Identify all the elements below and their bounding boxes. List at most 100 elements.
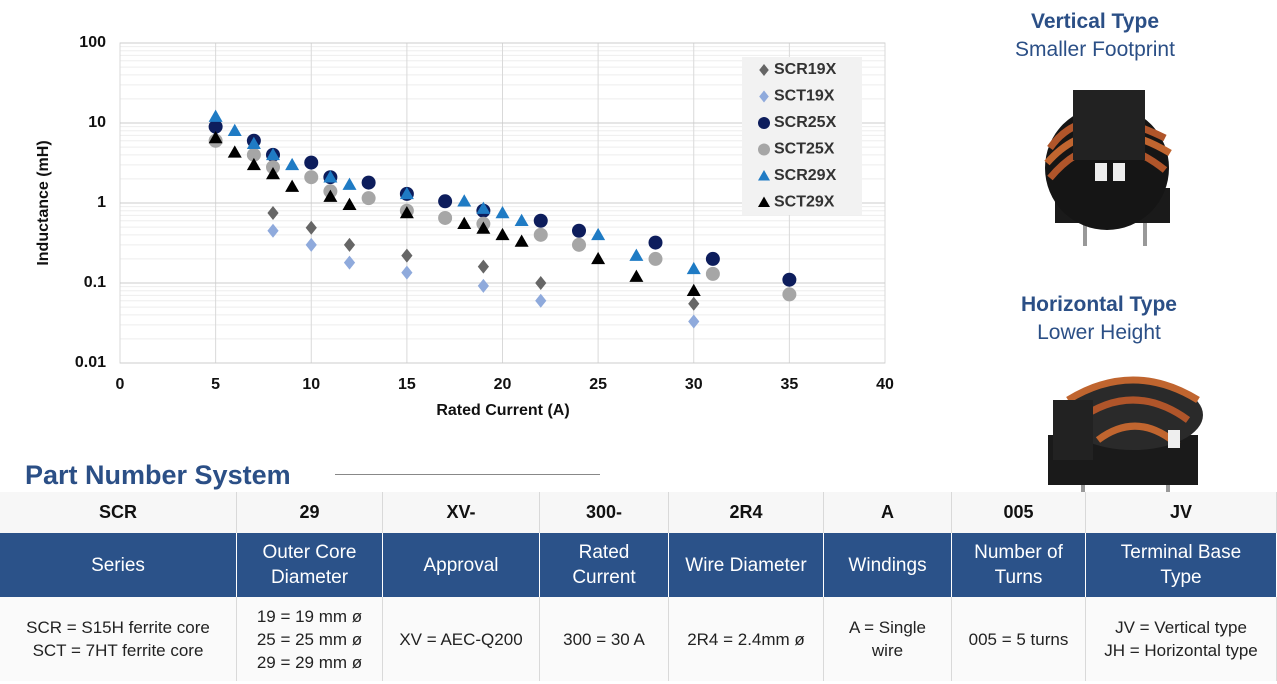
title-rule [335,474,600,475]
description-cell: 2R4 = 2.4mm ø [669,597,824,681]
cell-text: Current [572,567,636,588]
x-tick-label: 30 [685,376,703,393]
marker [304,155,319,170]
marker [399,205,414,219]
marker [648,251,663,266]
marker [533,213,548,228]
marker [208,119,223,134]
marker [323,170,338,183]
marker [591,251,606,265]
marker [533,227,548,242]
marker [758,117,770,129]
marker [759,64,769,76]
header-cell: Windings [824,533,952,597]
marker [514,213,529,226]
marker [535,293,547,308]
marker [208,130,223,144]
code-cell: JV [1086,492,1277,533]
code-cell: 300- [540,492,669,533]
cell-text: JH = Horizontal type [1104,641,1258,660]
cell-text: A [881,502,894,522]
marker [686,283,701,297]
marker [477,278,489,293]
cell-text: SCR = S15H ferrite core [26,618,210,637]
marker [629,248,644,261]
x-axis-label: Rated Current (A) [436,402,569,419]
marker [246,147,261,162]
legend-label: SCR19X [774,61,837,78]
marker [343,255,356,270]
marker [246,136,261,150]
marker [438,194,453,209]
legend-label: SCR25X [774,114,837,131]
x-tick-label: 10 [302,376,320,393]
y-tick-label: 0.01 [75,354,106,371]
cell-text: XV- [446,502,476,522]
vertical-subtitle: Smaller Footprint [1015,38,1175,61]
marker [305,220,317,235]
cell-text: SCT = 7HT ferrite core [32,641,204,660]
marker [266,147,280,161]
vertical-inductor-image [1044,90,1172,246]
marker [285,157,300,171]
marker [342,197,357,211]
marker [758,143,770,156]
code-cell: A [824,492,952,533]
code-cell: 005 [952,492,1086,533]
marker [361,175,376,190]
header-cell: Outer Core Diameter [237,533,383,597]
cell-text: 29 = 29 mm ø [256,652,363,672]
cell-text: SCR [98,502,137,522]
marker [758,196,770,207]
marker [572,237,586,252]
legend-label: SCT25X [774,141,835,158]
marker [705,251,720,266]
marker [305,237,317,252]
cell-text: Approval [423,554,499,576]
code-cell: XV- [383,492,540,533]
cell-text: Rated [578,542,630,563]
cell-text: Number of [974,542,1063,563]
header-cell: Wire Diameter [669,533,824,597]
marker [285,179,300,192]
cell-text: 300- [585,502,623,522]
horizontal-title: Horizontal Type [1021,293,1177,316]
marker [399,186,414,200]
description-cell: JV = Vertical type JH = Horizontal type [1086,597,1277,681]
legend-label: SCT19X [774,88,835,105]
marker [361,191,376,206]
cell-text: 19 = 19 mm ø [256,606,363,626]
y-tick-label: 10 [88,114,106,131]
marker [686,261,701,275]
description-cell: SCR = S15H ferrite core SCT = 7HT ferrite… [0,597,237,681]
marker [477,259,489,274]
cell-text: 29 [299,502,320,522]
cell-text: Wire Diameter [685,554,807,576]
horizontal-inductor-image [1048,376,1203,500]
marker [304,170,319,185]
cell-text: 25 = 25 mm ø [256,629,363,649]
vertical-title: Vertical Type [1030,10,1159,33]
marker [688,314,700,329]
marker [208,109,223,122]
marker [782,287,797,302]
marker [495,205,510,219]
description-cell: 300 = 30 A [540,597,669,681]
marker [323,189,338,202]
marker [591,227,606,241]
cell-text: Turns [994,567,1043,588]
marker [629,269,644,282]
code-cell: 2R4 [669,492,824,533]
code-cell: SCR [0,492,237,533]
marker [476,201,491,214]
marker [457,194,472,207]
cell-text: 005 [1003,502,1034,522]
x-tick-label: 35 [780,376,798,393]
marker [759,90,769,103]
marker [705,266,720,281]
marker [648,235,663,250]
cell-text: A = Single [848,618,927,637]
cell-text: 005 = 5 turns [968,629,1069,649]
description-cell: 005 = 5 turns [952,597,1086,681]
